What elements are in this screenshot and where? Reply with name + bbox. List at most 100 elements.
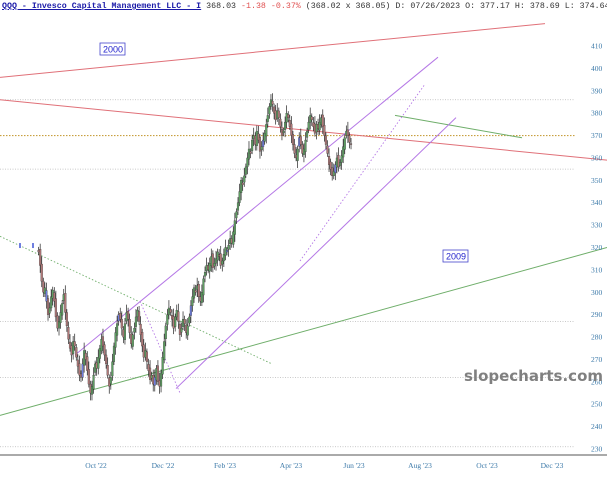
trendline[interactable] <box>139 301 181 394</box>
tag-2009[interactable]: 2009 <box>442 249 469 263</box>
y-tick-label: 410 <box>591 42 603 51</box>
y-tick-label: 320 <box>591 243 603 252</box>
trendlines <box>0 23 607 416</box>
x-tick-label: Dec '22 <box>152 461 175 470</box>
candle <box>84 353 87 360</box>
candle <box>236 202 240 211</box>
candle <box>131 334 134 347</box>
candle <box>54 298 57 318</box>
trendline[interactable] <box>74 56 439 356</box>
candle <box>72 341 75 354</box>
trendline[interactable] <box>175 117 457 389</box>
candle <box>233 220 236 235</box>
candle <box>97 357 100 369</box>
candle <box>241 182 244 185</box>
candle <box>81 363 84 378</box>
trendline[interactable] <box>0 235 273 365</box>
y-tick-label: 280 <box>591 333 603 342</box>
trendline[interactable] <box>394 114 523 139</box>
candle <box>111 361 114 377</box>
candle <box>112 345 116 362</box>
candle <box>244 166 247 175</box>
candle <box>127 310 130 320</box>
candle <box>98 348 101 359</box>
tag-2000-label: 2000 <box>103 45 123 55</box>
candle <box>61 303 64 316</box>
candle <box>73 341 76 347</box>
candle <box>329 161 332 170</box>
candle <box>149 367 152 380</box>
candle <box>284 121 287 130</box>
candle <box>343 137 346 150</box>
candle <box>161 357 164 375</box>
candle <box>50 296 53 309</box>
candle <box>296 148 299 161</box>
candle <box>105 354 108 365</box>
candle <box>42 280 45 293</box>
candle <box>208 263 211 272</box>
candle <box>59 312 62 323</box>
candle <box>68 341 72 349</box>
trendline[interactable] <box>0 23 546 78</box>
candle <box>346 129 349 136</box>
candle <box>186 325 189 336</box>
candle <box>302 148 305 155</box>
tag-2009-label: 2009 <box>446 252 466 262</box>
candle <box>119 313 122 320</box>
bar-date: D: 07/26/2023 <box>395 2 461 11</box>
candle <box>243 175 246 183</box>
candle <box>141 331 144 347</box>
trendline[interactable] <box>299 83 426 262</box>
trendline[interactable] <box>0 247 607 416</box>
candle <box>76 359 79 367</box>
candle <box>213 263 216 267</box>
candle <box>279 118 282 127</box>
candle <box>40 263 43 282</box>
x-tick-label: Jun '23 <box>343 461 364 470</box>
candle <box>219 253 222 266</box>
candle <box>262 139 265 147</box>
candle <box>263 133 266 142</box>
candle <box>153 377 156 386</box>
candle <box>238 191 241 203</box>
x-tick-label: Oct '23 <box>476 461 498 470</box>
candle <box>166 314 169 325</box>
candle <box>232 231 235 245</box>
candle <box>197 284 200 297</box>
candle <box>189 305 192 316</box>
tag-2000[interactable]: 2000 <box>99 42 126 56</box>
y-tick-label: 390 <box>591 86 603 95</box>
y-tick-label: 260 <box>591 377 603 386</box>
candle <box>67 327 70 340</box>
candle <box>183 319 186 324</box>
candle <box>326 145 329 154</box>
candle <box>288 120 291 127</box>
candle <box>123 323 127 340</box>
candle <box>304 139 307 152</box>
x-tick-label: Apr '23 <box>280 461 303 470</box>
candle <box>293 144 296 154</box>
quote-header: QQQ - Invesco Capital Management LLC - I… <box>2 0 607 14</box>
candle <box>160 372 163 387</box>
candle <box>32 243 34 249</box>
candle <box>327 156 331 165</box>
candle <box>46 298 50 315</box>
candle <box>138 311 141 322</box>
candle <box>163 341 166 361</box>
candle <box>78 363 81 376</box>
candle <box>321 114 324 127</box>
candle <box>164 325 167 340</box>
candle <box>349 143 353 145</box>
trendline[interactable] <box>0 99 607 161</box>
y-tick-label: 230 <box>591 445 603 454</box>
symbol-link[interactable]: QQQ - Invesco Capital Management LLC - I <box>2 2 202 11</box>
x-tick-label: Oct '22 <box>85 461 107 470</box>
candle <box>273 106 276 114</box>
y-tick-label: 250 <box>591 400 603 409</box>
candle <box>348 135 351 143</box>
candle <box>332 171 335 177</box>
candle <box>257 133 260 141</box>
candle <box>120 319 123 329</box>
candle <box>92 374 95 390</box>
